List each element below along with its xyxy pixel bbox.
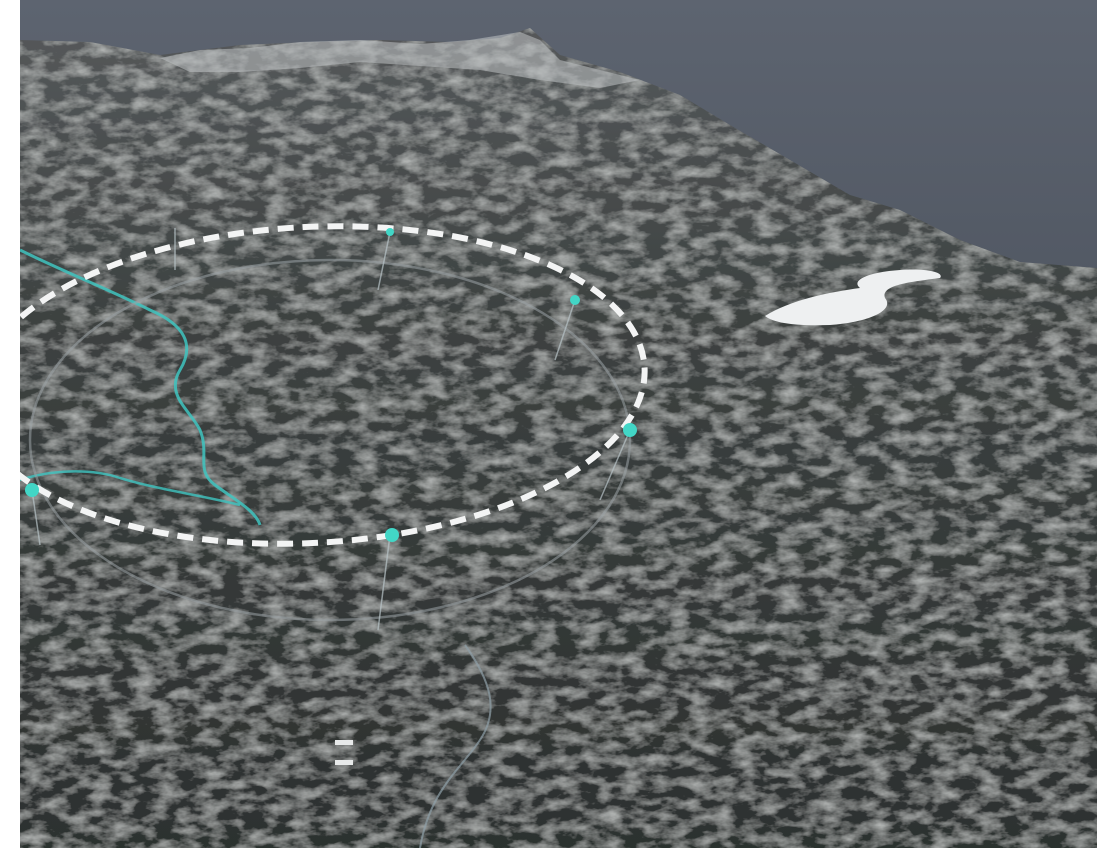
small-markers: [335, 740, 353, 765]
pylon: [31, 489, 41, 546]
marker: [335, 740, 353, 745]
waypoint: [623, 423, 637, 437]
lake: [765, 269, 941, 326]
waypoint: [386, 228, 394, 236]
snow-peaks: [160, 32, 640, 88]
pylon: [377, 231, 391, 291]
dashed-orbit: [20, 223, 648, 547]
pylon: [554, 299, 576, 361]
waypoints: [25, 228, 637, 542]
ground-ring: [28, 258, 632, 622]
waypoint: [385, 528, 399, 542]
terrain: [20, 28, 1097, 848]
pylon: [599, 429, 631, 501]
pylons: [31, 228, 631, 631]
marker: [335, 760, 353, 765]
river: [20, 248, 262, 526]
pylon: [377, 534, 391, 631]
stream: [419, 644, 492, 848]
river-branch: [20, 470, 241, 507]
waypoint: [25, 483, 39, 497]
waypoint: [570, 295, 580, 305]
